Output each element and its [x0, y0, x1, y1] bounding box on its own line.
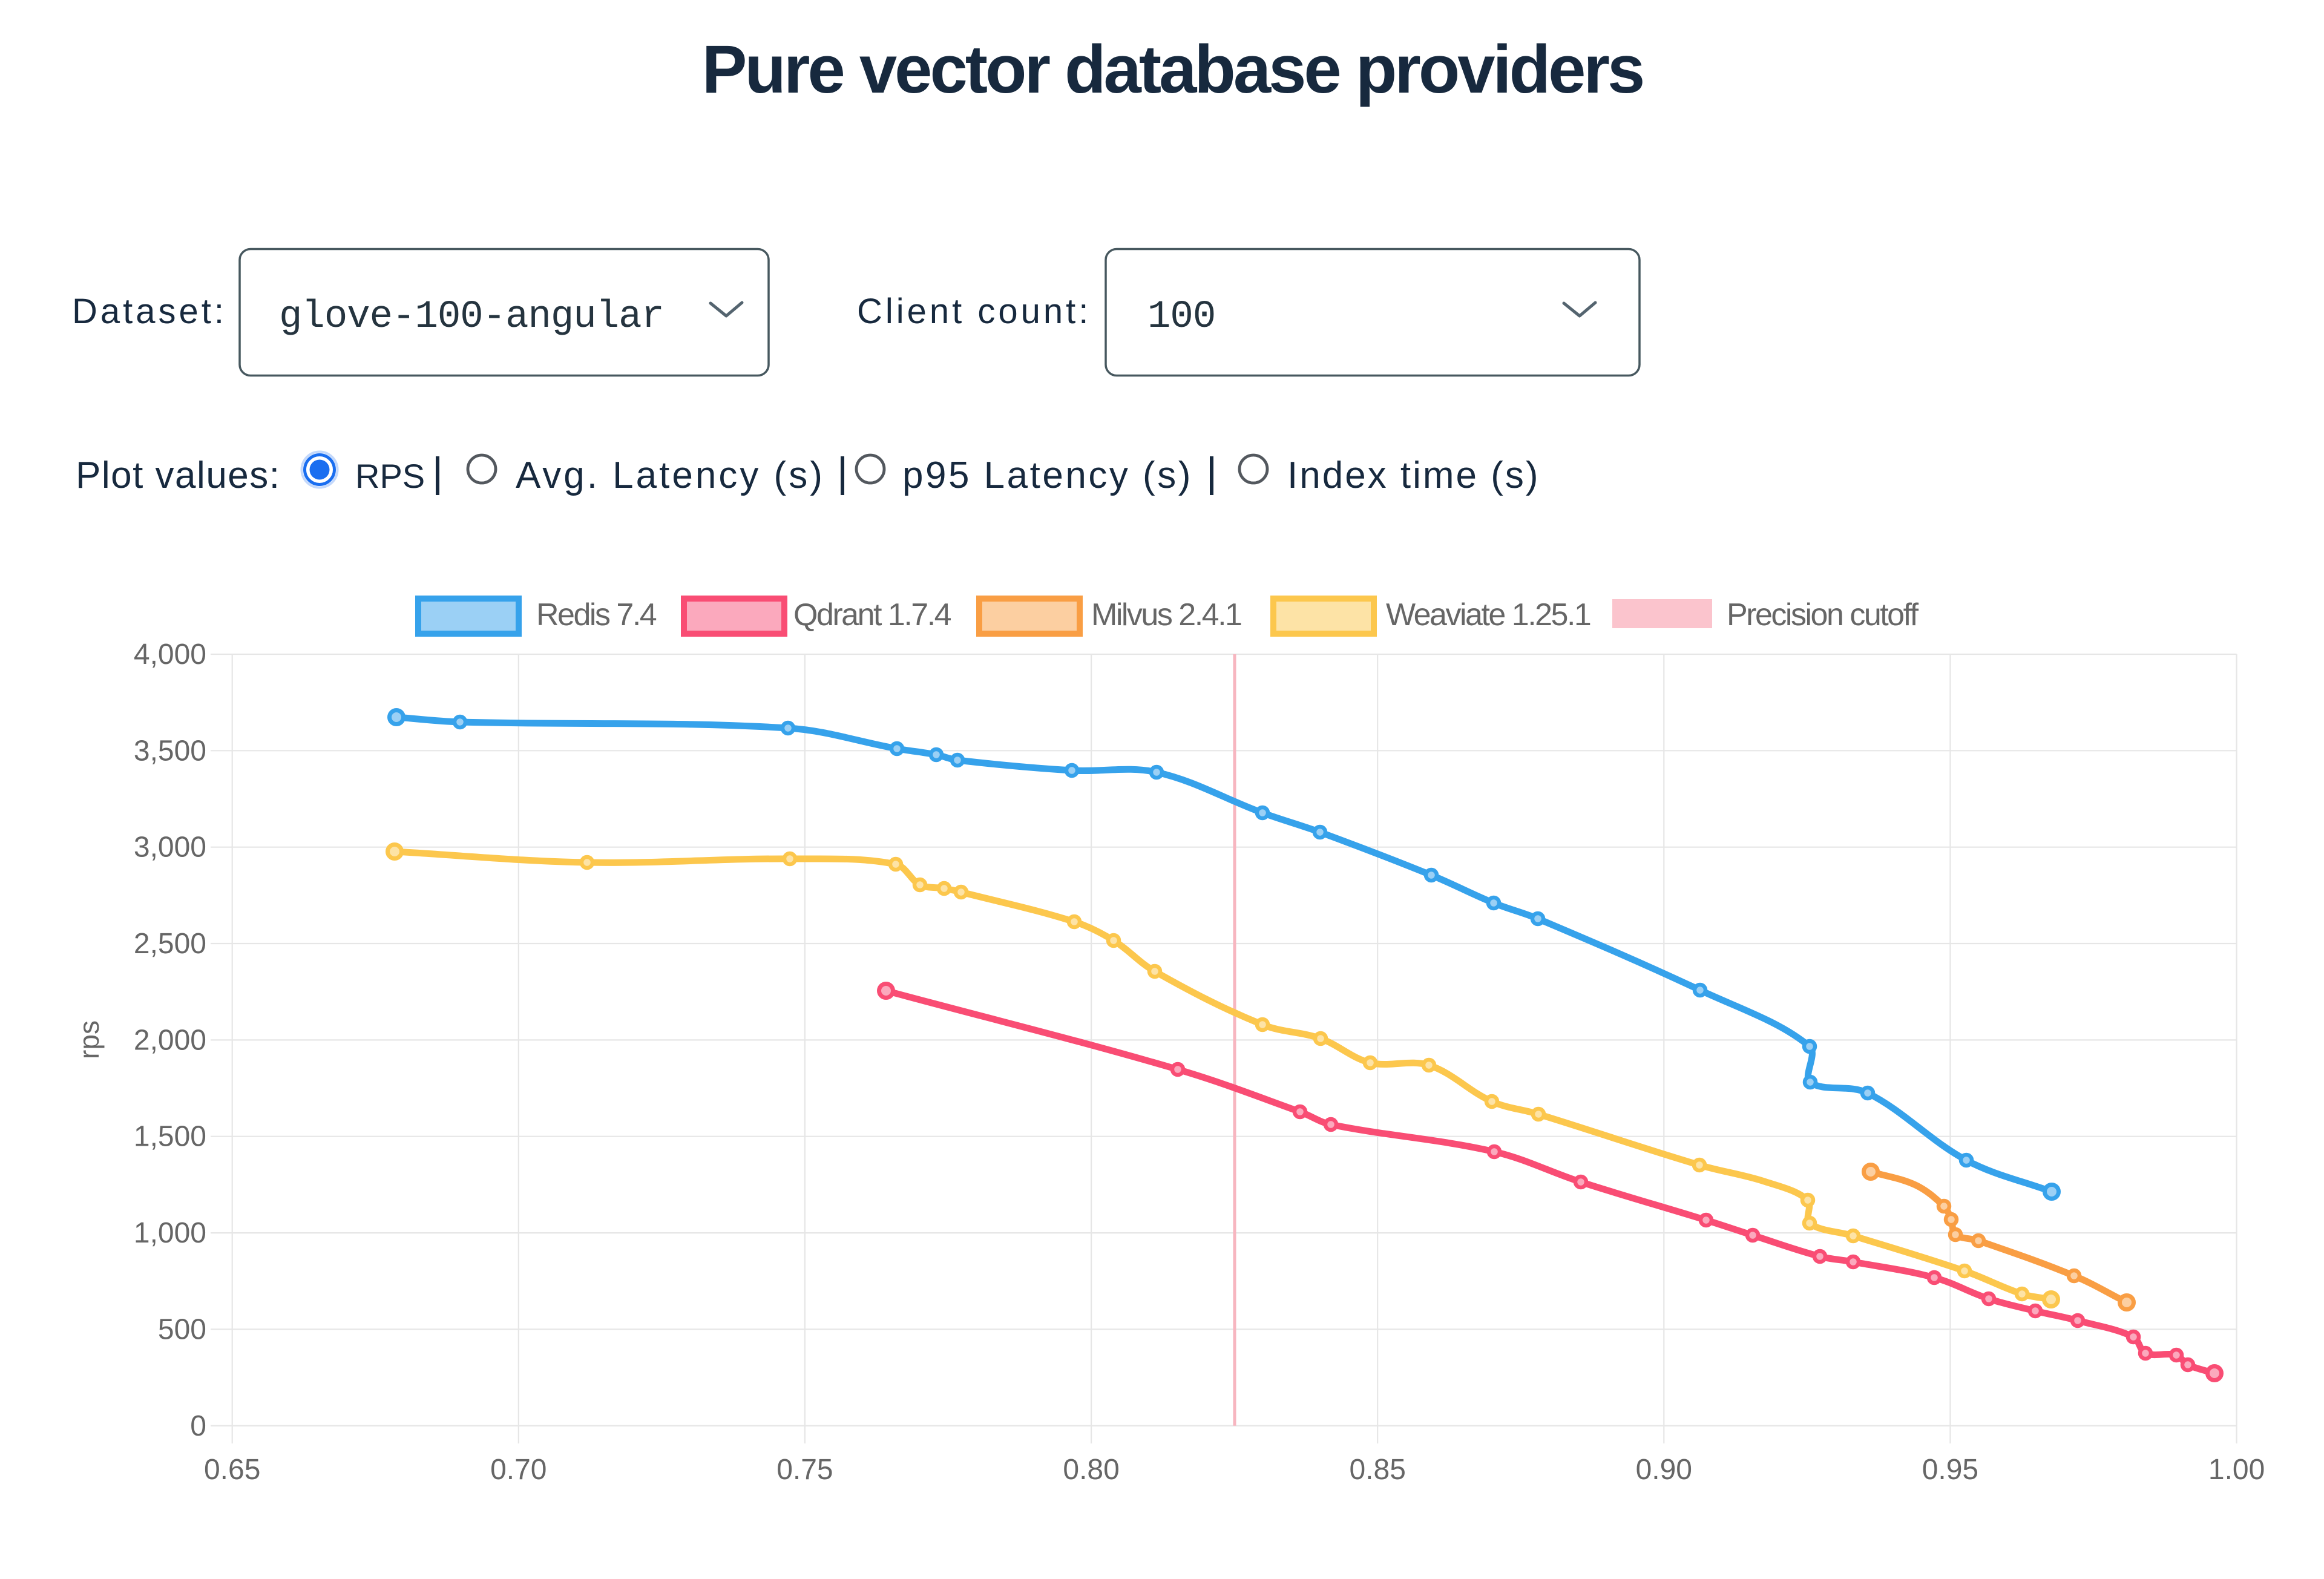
svg-text:RPS: RPS — [355, 457, 425, 495]
svg-text:0.95: 0.95 — [1922, 1454, 1978, 1486]
svg-text:Dataset:: Dataset: — [72, 292, 227, 331]
svg-text:Milvus 2.4.1: Milvus 2.4.1 — [1091, 597, 1241, 632]
svg-text:1.00: 1.00 — [2208, 1454, 2265, 1486]
svg-text:Qdrant 1.7.4: Qdrant 1.7.4 — [793, 597, 951, 632]
svg-text:0.80: 0.80 — [1063, 1454, 1119, 1486]
svg-text:Redis 7.4: Redis 7.4 — [536, 597, 657, 632]
svg-text:100: 100 — [1147, 295, 1215, 339]
svg-text:0.70: 0.70 — [490, 1454, 547, 1486]
svg-text:Avg. Latency (s): Avg. Latency (s) — [516, 455, 825, 496]
svg-text:Plot values:: Plot values: — [76, 455, 281, 496]
svg-text:p95 Latency (s): p95 Latency (s) — [902, 455, 1193, 496]
svg-text:0.90: 0.90 — [1636, 1454, 1692, 1486]
svg-text:0.85: 0.85 — [1349, 1454, 1405, 1486]
svg-text:0.65: 0.65 — [204, 1454, 260, 1486]
svg-text:glove-100-angular: glove-100-angular — [279, 295, 664, 339]
svg-text:Pure vector database providers: Pure vector database providers — [702, 31, 1643, 107]
svg-text:2,500: 2,500 — [134, 928, 206, 960]
svg-text:0.75: 0.75 — [776, 1454, 833, 1486]
svg-text:2,000: 2,000 — [134, 1024, 206, 1056]
svg-text:Weaviate 1.25.1: Weaviate 1.25.1 — [1386, 597, 1590, 632]
svg-text:rps: rps — [73, 1020, 105, 1059]
svg-text:0: 0 — [190, 1410, 206, 1442]
svg-text:4,000: 4,000 — [134, 638, 206, 671]
svg-text:Precision cutoff: Precision cutoff — [1727, 597, 1919, 632]
svg-text:500: 500 — [158, 1313, 206, 1345]
svg-text:1,000: 1,000 — [134, 1217, 206, 1249]
svg-text:3,000: 3,000 — [134, 832, 206, 864]
svg-text:Client count:: Client count: — [857, 292, 1091, 331]
svg-text:3,500: 3,500 — [134, 735, 206, 767]
svg-text:Index time (s): Index time (s) — [1287, 455, 1540, 496]
svg-text:1,500: 1,500 — [134, 1121, 206, 1153]
